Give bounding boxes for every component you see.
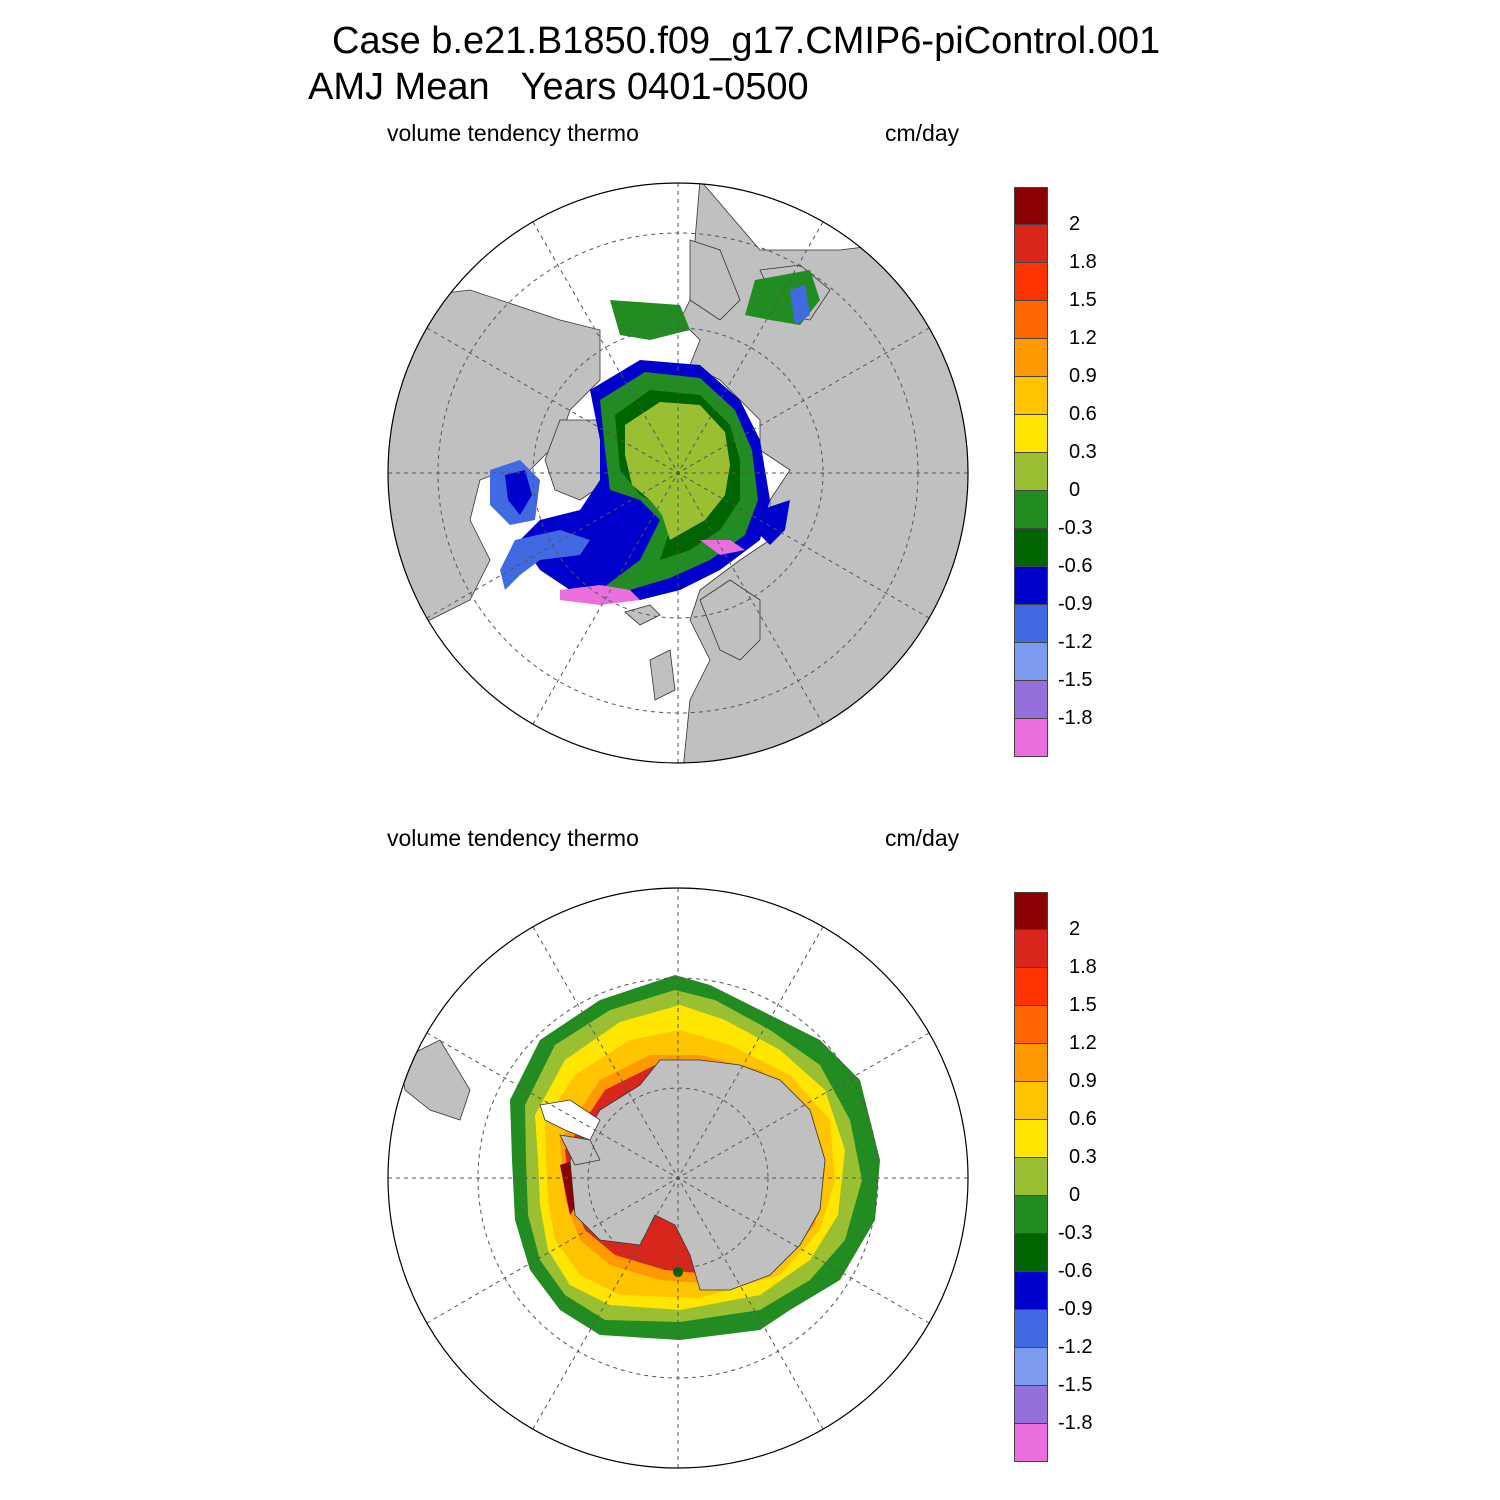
colorbar-tick-label: 1.2: [1069, 1032, 1097, 1054]
colorbar-swatch: [1014, 1082, 1048, 1120]
colorbar-swatch: [1014, 1272, 1048, 1310]
colorbar-tick-label: 1.2: [1069, 327, 1097, 349]
colorbar-tick-label: 0: [1069, 479, 1081, 501]
colorbar-swatch: [1014, 968, 1048, 1006]
colorbar-swatch: [1014, 892, 1048, 930]
colorbar-south: [1014, 892, 1048, 1462]
colorbar-tick-label: 1.5: [1069, 994, 1097, 1016]
colorbar-tick-label: 0.6: [1069, 1108, 1097, 1130]
colorbar-swatch: [1014, 1386, 1048, 1424]
colorbar-swatch: [1014, 377, 1048, 415]
colorbar-tick-label: 0.6: [1069, 403, 1097, 425]
colorbar-tick-label: -0.6: [1058, 1260, 1093, 1282]
colorbar-tick-label: -0.9: [1058, 1298, 1093, 1320]
colorbar-swatch: [1014, 491, 1048, 529]
colorbar-swatch: [1014, 1424, 1048, 1462]
colorbar-tick-label: 1.5: [1069, 289, 1097, 311]
colorbar-swatch: [1014, 1348, 1048, 1386]
colorbar-swatch: [1014, 187, 1048, 225]
colorbar-swatch: [1014, 643, 1048, 681]
colorbar-tick-label: -1.5: [1058, 669, 1093, 691]
panel-south-units-label: cm/day: [885, 825, 960, 851]
colorbar-tick-label: -0.3: [1058, 517, 1093, 539]
colorbar-tick-label: 0.3: [1069, 1146, 1097, 1168]
colorbar-tick-label: 2: [1069, 918, 1081, 940]
colorbar-swatch: [1014, 225, 1048, 263]
colorbar-swatch: [1014, 1196, 1048, 1234]
colorbar-tick-label: 0.3: [1069, 441, 1097, 463]
colorbar-swatch: [1014, 930, 1048, 968]
colorbar-swatch: [1014, 567, 1048, 605]
panel-south-left-label: volume tendency thermo: [387, 825, 639, 851]
colorbar-tick-label: 0.9: [1069, 1070, 1097, 1092]
colorbar-swatch: [1014, 453, 1048, 491]
colorbar-tick-label: 2: [1069, 213, 1081, 235]
south-polar-map: [387, 887, 969, 1469]
figure-title-line1: Case b.e21.B1850.f09_g17.CMIP6-piControl…: [332, 20, 1161, 62]
colorbar-tick-label: -0.9: [1058, 593, 1093, 615]
colorbar-tick-label: -1.2: [1058, 631, 1093, 653]
colorbar-tick-label: -1.8: [1058, 707, 1093, 729]
colorbar-swatch: [1014, 605, 1048, 643]
colorbar-tick-label: 0: [1069, 1184, 1081, 1206]
colorbar-swatch: [1014, 1044, 1048, 1082]
south-graticule: [388, 888, 968, 1468]
colorbar-swatch: [1014, 1006, 1048, 1044]
colorbar-swatch: [1014, 263, 1048, 301]
colorbar-tick-label: 1.8: [1069, 956, 1097, 978]
colorbar-tick-label: 0.9: [1069, 365, 1097, 387]
colorbar-north: [1014, 187, 1048, 757]
south-america-land: [399, 1039, 471, 1121]
colorbar-tick-label: -0.6: [1058, 555, 1093, 577]
colorbar-swatch: [1014, 301, 1048, 339]
north-graticule: [388, 183, 968, 763]
panel-north-units-label: cm/day: [885, 120, 960, 146]
colorbar-swatch: [1014, 1158, 1048, 1196]
colorbar-swatch: [1014, 529, 1048, 567]
colorbar-swatch: [1014, 681, 1048, 719]
colorbar-swatch: [1014, 1234, 1048, 1272]
colorbar-tick-label: -1.2: [1058, 1336, 1093, 1358]
colorbar-tick-label: 1.8: [1069, 251, 1097, 273]
colorbar-tick-label: -1.8: [1058, 1412, 1093, 1434]
colorbar-swatch: [1014, 339, 1048, 377]
colorbar-tick-label: -0.3: [1058, 1222, 1093, 1244]
colorbar-tick-label: -1.5: [1058, 1374, 1093, 1396]
panel-north-left-label: volume tendency thermo: [387, 120, 639, 146]
north-polar-map: [387, 182, 969, 764]
colorbar-swatch: [1014, 719, 1048, 757]
colorbar-swatch: [1014, 415, 1048, 453]
figure-title-line2: AMJ Mean Years 0401-0500: [308, 66, 809, 108]
colorbar-swatch: [1014, 1120, 1048, 1158]
colorbar-swatch: [1014, 1310, 1048, 1348]
